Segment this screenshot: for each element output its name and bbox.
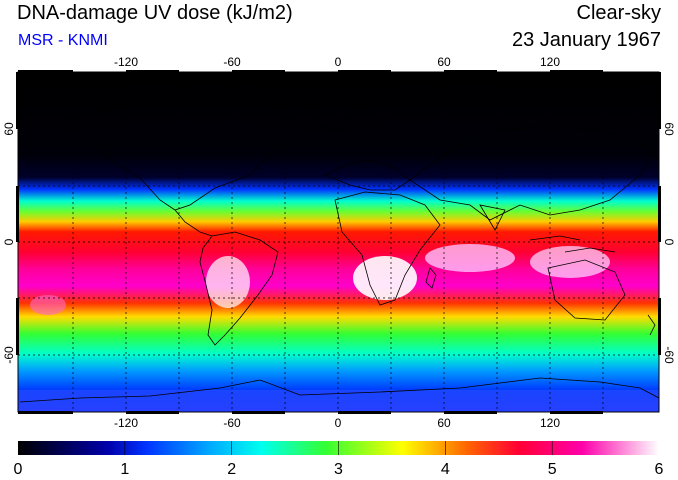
colorbar-tick-label: 4 — [441, 461, 450, 478]
lat-tick-right: 60 — [662, 122, 676, 136]
lon-tick-bottom: 60 — [437, 416, 451, 430]
lon-tick-top: 60 — [437, 55, 451, 69]
lat-tick-left: -60 — [2, 346, 16, 364]
lat-tick-left: 60 — [2, 122, 16, 136]
lon-tick-bottom: -60 — [223, 416, 241, 430]
colorbar-tick-label: 6 — [655, 461, 664, 478]
lat-tick-right: -60 — [662, 346, 676, 364]
map-border — [16, 70, 661, 414]
lon-tick-top: -120 — [114, 55, 138, 69]
lat-tick-right: 0 — [662, 239, 676, 246]
map-title: DNA-damage UV dose (kJ/m2) — [17, 2, 293, 24]
sky-condition-label: Clear-sky — [576, 2, 661, 24]
colorbar-tick-label: 1 — [120, 461, 129, 478]
lon-tick-top: -60 — [223, 55, 241, 69]
lon-tick-bottom: 120 — [540, 416, 560, 430]
colorbar-tick-label: 5 — [548, 461, 557, 478]
lat-tick-left: 0 — [2, 238, 16, 245]
colorbar-tick-label: 2 — [227, 461, 236, 478]
source-label: MSR - KNMI — [18, 32, 108, 49]
lon-tick-top: 0 — [335, 55, 342, 69]
colorbar-tick-label: 3 — [334, 461, 343, 478]
lon-tick-bottom: 0 — [335, 416, 342, 430]
colorbar-tick-label: 0 — [14, 461, 23, 478]
graticule — [18, 72, 659, 412]
lon-tick-bottom: -120 — [114, 416, 138, 430]
date-label: 23 January 1967 — [511, 29, 661, 51]
lon-tick-top: 120 — [540, 55, 560, 69]
colorbar-ticks — [124, 441, 553, 455]
